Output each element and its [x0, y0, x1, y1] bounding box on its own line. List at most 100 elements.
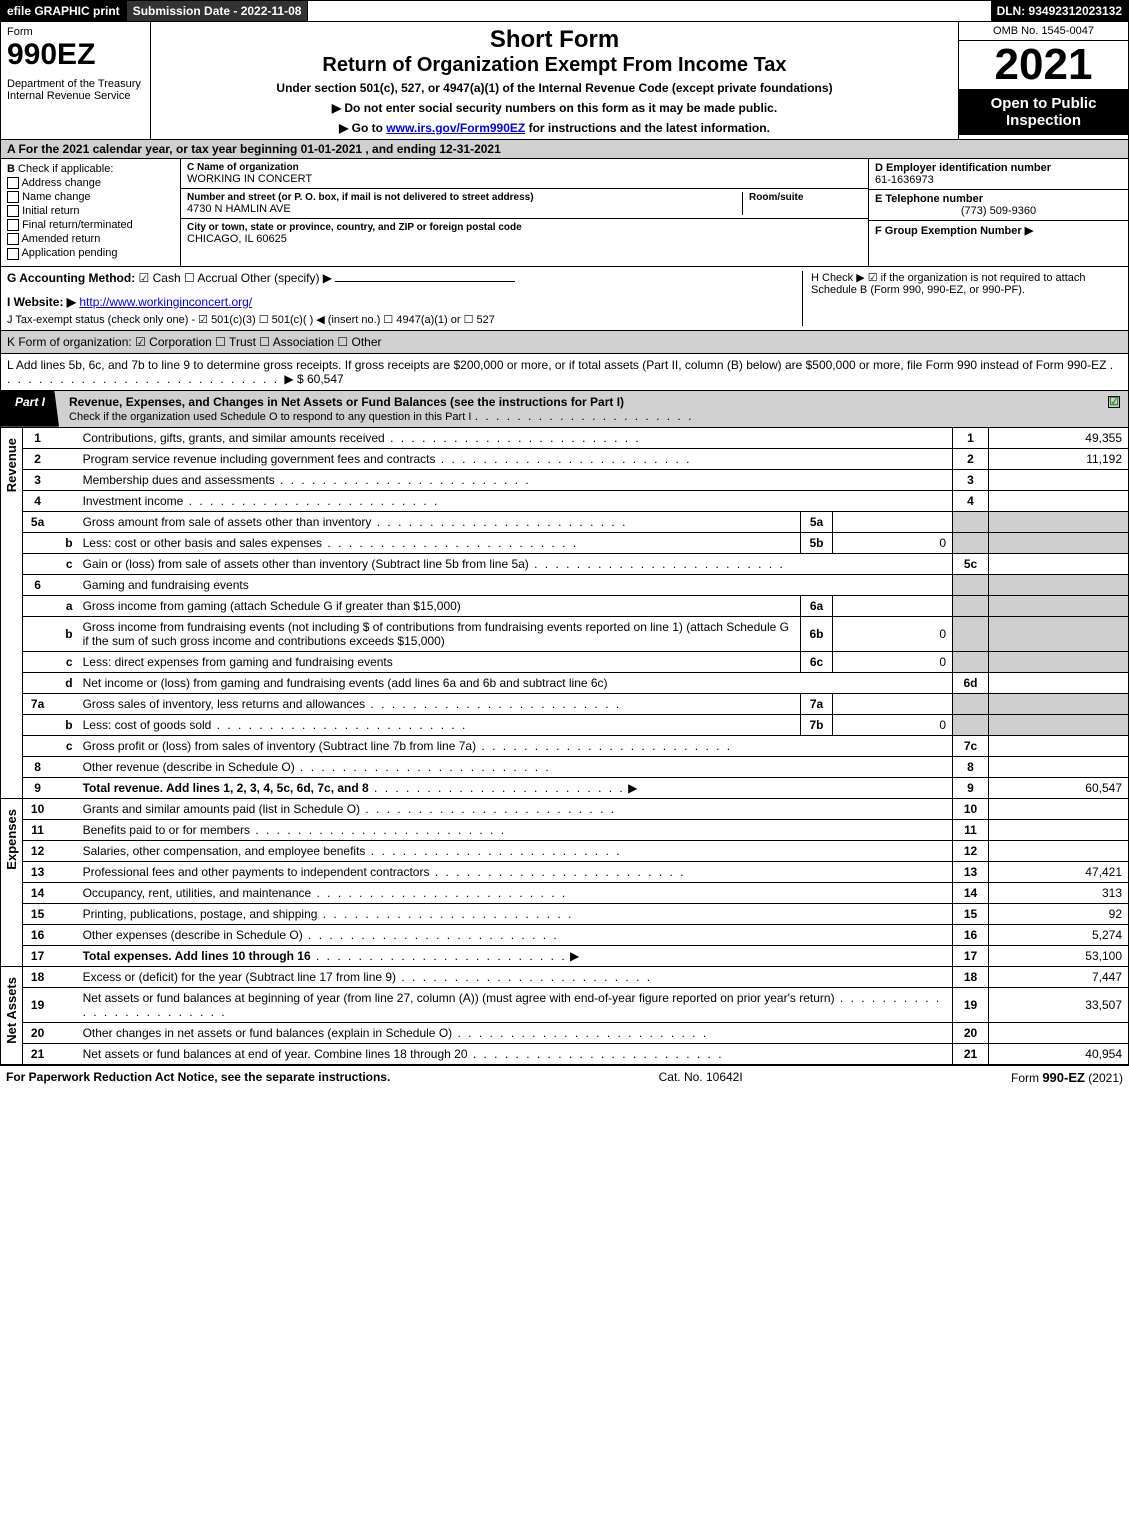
header-right: OMB No. 1545-0047 2021 Open to Public In…	[958, 22, 1128, 139]
l-arrow: ▶ $	[284, 372, 303, 386]
line-5b: b Less: cost or other basis and sales ex…	[23, 532, 1129, 553]
line-12: 12Salaries, other compensation, and empl…	[23, 840, 1129, 861]
org-street: 4730 N HAMLIN AVE	[187, 203, 742, 215]
line-19: 19Net assets or fund balances at beginni…	[23, 987, 1129, 1022]
g-opts: ☑ Cash ☐ Accrual Other (specify) ▶	[139, 271, 332, 285]
org-city: CHICAGO, IL 60625	[187, 233, 862, 245]
page-footer: For Paperwork Reduction Act Notice, see …	[0, 1065, 1129, 1089]
chk-name-change[interactable]: Name change	[7, 191, 174, 203]
line-1: 1 Contributions, gifts, grants, and simi…	[23, 428, 1129, 449]
tax-year: 2021	[959, 41, 1128, 89]
line-6: 6 Gaming and fundraising events	[23, 574, 1129, 595]
col-b-hdr: Check if applicable:	[18, 163, 113, 175]
line-4: 4 Investment income 4	[23, 490, 1129, 511]
line-6b: b Gross income from fundraising events (…	[23, 616, 1129, 651]
line-7b: b Less: cost of goods sold 7b0	[23, 714, 1129, 735]
netassets-section: Net Assets 18Excess or (deficit) for the…	[0, 967, 1129, 1065]
line-8: 8 Other revenue (describe in Schedule O)…	[23, 756, 1129, 777]
e-phone-lbl: E Telephone number	[875, 193, 983, 205]
c-street-lbl: Number and street (or P. O. box, if mail…	[187, 192, 742, 203]
line-15: 15Printing, publications, postage, and s…	[23, 903, 1129, 924]
line-3: 3 Membership dues and assessments 3	[23, 469, 1129, 490]
line-9: 9 Total revenue. Add lines 1, 2, 3, 4, 5…	[23, 777, 1129, 798]
i-lbl: I Website: ▶	[7, 295, 76, 309]
irs-link[interactable]: www.irs.gov/Form990EZ	[386, 121, 525, 135]
col-c-org-info: C Name of organization WORKING IN CONCER…	[181, 159, 868, 266]
efile-print[interactable]: efile GRAPHIC print	[1, 1, 127, 21]
title-return: Return of Organization Exempt From Incom…	[161, 54, 948, 77]
line-21: 21Net assets or fund balances at end of …	[23, 1043, 1129, 1064]
line-6a: a Gross income from gaming (attach Sched…	[23, 595, 1129, 616]
ssn-warning: ▶ Do not enter social security numbers o…	[161, 101, 948, 115]
chk-application-pending[interactable]: Application pending	[7, 247, 174, 259]
netassets-vlabel: Net Assets	[1, 967, 23, 1065]
line-17: 17Total expenses. Add lines 10 through 1…	[23, 945, 1129, 966]
header-left: Form 990EZ Department of the Treasury In…	[1, 22, 151, 139]
dln: DLN: 93492312023132	[991, 1, 1128, 21]
expenses-table: 10Grants and similar amounts paid (list …	[23, 799, 1129, 967]
k-form-org: K Form of organization: ☑ Corporation ☐ …	[0, 331, 1129, 354]
note2-post: for instructions and the latest informat…	[529, 121, 770, 135]
footer-cat: Cat. No. 10642I	[659, 1070, 743, 1085]
topbar-spacer	[308, 1, 990, 21]
line-10: 10Grants and similar amounts paid (list …	[23, 799, 1129, 820]
line-7a: 7a Gross sales of inventory, less return…	[23, 693, 1129, 714]
omb-number: OMB No. 1545-0047	[959, 22, 1128, 41]
form-label: Form	[7, 26, 144, 38]
note2-pre: ▶ Go to	[339, 121, 386, 135]
line-20: 20Other changes in net assets or fund ba…	[23, 1022, 1129, 1043]
footer-right: Form 990-EZ (2021)	[1011, 1070, 1123, 1085]
header-center: Short Form Return of Organization Exempt…	[151, 22, 958, 139]
line-6d: d Net income or (loss) from gaming and f…	[23, 672, 1129, 693]
l-gross-receipts: L Add lines 5b, 6c, and 7b to line 9 to …	[0, 354, 1129, 391]
form-number: 990EZ	[7, 38, 144, 72]
g-lbl: G Accounting Method:	[7, 271, 135, 285]
line-16: 16Other expenses (describe in Schedule O…	[23, 924, 1129, 945]
line-14: 14Occupancy, rent, utilities, and mainte…	[23, 882, 1129, 903]
dept: Department of the Treasury Internal Reve…	[7, 78, 144, 102]
form-header: Form 990EZ Department of the Treasury In…	[0, 22, 1129, 140]
section-bcdef: B Check if applicable: Address change Na…	[0, 159, 1129, 267]
revenue-table: 1 Contributions, gifts, grants, and simi…	[23, 428, 1129, 799]
line-18: 18Excess or (deficit) for the year (Subt…	[23, 967, 1129, 988]
part1-title: Revenue, Expenses, and Changes in Net As…	[69, 395, 624, 409]
row-gh: G Accounting Method: ☑ Cash ☐ Accrual Ot…	[0, 267, 1129, 331]
line-6c: c Less: direct expenses from gaming and …	[23, 651, 1129, 672]
website-link[interactable]: http://www.workinginconcert.org/	[79, 295, 252, 309]
part1-sub: Check if the organization used Schedule …	[69, 411, 471, 423]
col-b-label: B	[7, 163, 15, 175]
c-name-lbl: C Name of organization	[187, 162, 862, 173]
c-room-lbl: Room/suite	[749, 192, 862, 203]
part1-header: Part I Revenue, Expenses, and Changes in…	[0, 391, 1129, 428]
part1-checkbox[interactable]: ☑	[1100, 391, 1128, 427]
revenue-vlabel: Revenue	[1, 428, 23, 799]
line-7c: c Gross profit or (loss) from sales of i…	[23, 735, 1129, 756]
d-ein-val: 61-1636973	[875, 174, 934, 186]
footer-left: For Paperwork Reduction Act Notice, see …	[6, 1070, 390, 1085]
expenses-vlabel: Expenses	[1, 799, 23, 967]
col-b-checkboxes: B Check if applicable: Address change Na…	[1, 159, 181, 266]
open-public: Open to Public Inspection	[959, 89, 1128, 135]
f-group-lbl: F Group Exemption Number ▶	[875, 225, 1033, 237]
line-13: 13Professional fees and other payments t…	[23, 861, 1129, 882]
title-short-form: Short Form	[161, 26, 948, 54]
l-text: L Add lines 5b, 6c, and 7b to line 9 to …	[7, 358, 1106, 372]
topbar: efile GRAPHIC print Submission Date - 20…	[0, 0, 1129, 22]
g-accounting: G Accounting Method: ☑ Cash ☐ Accrual Ot…	[7, 271, 802, 326]
chk-address-change[interactable]: Address change	[7, 177, 174, 189]
l-amount: 60,547	[307, 372, 344, 386]
expenses-section: Expenses 10Grants and similar amounts pa…	[0, 799, 1129, 967]
line-5c: c Gain or (loss) from sale of assets oth…	[23, 553, 1129, 574]
j-tax-exempt: J Tax-exempt status (check only one) - ☑…	[7, 313, 802, 326]
part1-tab: Part I	[1, 391, 59, 427]
d-ein-lbl: D Employer identification number	[875, 162, 1051, 174]
chk-amended-return[interactable]: Amended return	[7, 233, 174, 245]
line-2: 2 Program service revenue including gove…	[23, 448, 1129, 469]
subtitle: Under section 501(c), 527, or 4947(a)(1)…	[161, 81, 948, 95]
e-phone-val: (773) 509-9360	[875, 205, 1122, 217]
col-def: D Employer identification number 61-1636…	[868, 159, 1128, 266]
chk-initial-return[interactable]: Initial return	[7, 205, 174, 217]
chk-final-return[interactable]: Final return/terminated	[7, 219, 174, 231]
goto-link-row: ▶ Go to www.irs.gov/Form990EZ for instru…	[161, 121, 948, 135]
submission-date: Submission Date - 2022-11-08	[127, 1, 309, 21]
